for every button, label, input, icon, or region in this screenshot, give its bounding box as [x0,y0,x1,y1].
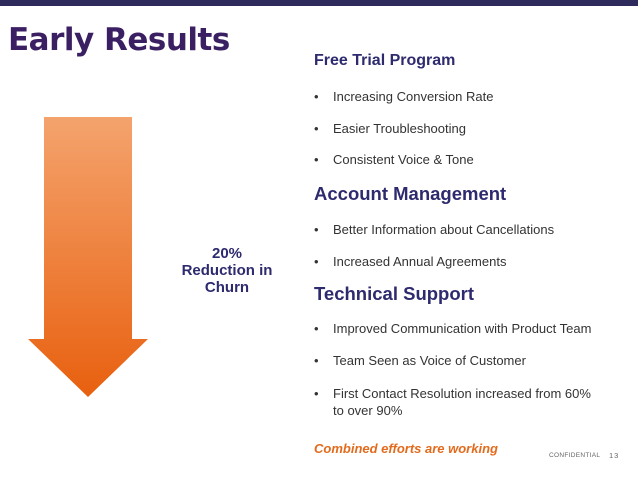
confidential-label: CONFIDENTIAL [549,452,601,459]
closing-note: Combined efforts are working [314,441,498,456]
list-item: Consistent Voice & Tone [314,152,632,168]
list-item: Improved Communication with Product Team [314,321,632,337]
technical-support-list: Improved Communication with Product Team… [314,321,632,419]
account-management-list: Better Information about Cancellations I… [314,222,632,270]
heading-account-management: Account Management [314,183,507,204]
page-number: 13 [609,451,620,460]
churn-line-churn: Churn [204,279,250,296]
list-item: Team Seen as Voice of Customer [314,353,632,369]
list-item: Increasing Conversion Rate [314,89,632,105]
slide-title: Early Results [8,22,230,58]
list-item: Better Information about Cancellations [314,222,632,238]
churn-line-reduction: Reduction in [181,262,273,279]
down-arrow-icon [28,117,148,397]
top-accent-bar [0,0,638,6]
churn-reduction-label: 20% Reduction in Churn [166,245,288,296]
results-content: Free Trial Program Increasing Conversion… [314,50,632,419]
list-item: First Contact Resolution increased from … [314,385,603,419]
heading-free-trial: Free Trial Program [314,52,456,69]
heading-technical-support: Technical Support [314,283,475,304]
list-item: Increased Annual Agreements [314,254,632,270]
churn-percent: 20% [211,245,243,262]
free-trial-list: Increasing Conversion Rate Easier Troubl… [314,89,632,168]
list-item: Easier Troubleshooting [314,121,632,137]
